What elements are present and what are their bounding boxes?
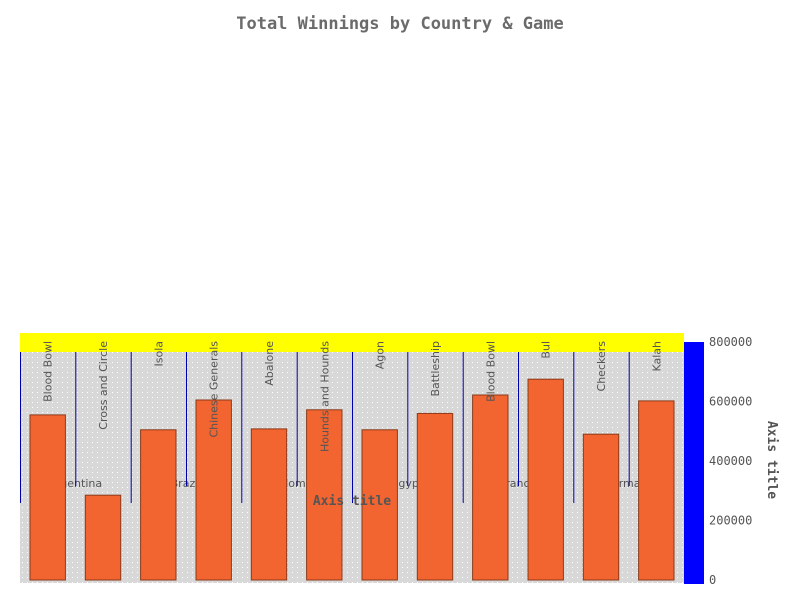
y-tick-label: 600000 bbox=[709, 395, 752, 409]
x-category-label: Checkers bbox=[595, 341, 608, 392]
y-tick-label: 400000 bbox=[709, 454, 752, 468]
bar bbox=[195, 399, 232, 581]
x-category-label: Blood Bowl bbox=[42, 341, 55, 402]
bar bbox=[84, 494, 122, 581]
x-category-label: Agon bbox=[374, 341, 387, 369]
y-axis-title: Axis title bbox=[764, 421, 779, 499]
y-tick-label: 200000 bbox=[709, 514, 752, 528]
bar bbox=[638, 400, 675, 581]
x-category-label: Battleship bbox=[429, 341, 442, 396]
bar bbox=[29, 414, 66, 581]
x-category-label: Cross and Circle bbox=[97, 341, 110, 430]
x-axis-title: Axis title bbox=[313, 494, 391, 509]
x-category-label: Blood Bowl bbox=[484, 341, 497, 402]
x-category-label: Chinese Generals bbox=[208, 341, 221, 438]
bar bbox=[416, 412, 454, 581]
chart-title: Total Winnings by Country & Game bbox=[236, 14, 564, 34]
x-category-label: Abalone bbox=[263, 341, 276, 386]
y-tick-label: 800000 bbox=[709, 335, 752, 349]
bar bbox=[250, 428, 288, 581]
bar bbox=[361, 429, 398, 581]
bar bbox=[527, 378, 564, 581]
y-tick-label: 0 bbox=[709, 573, 716, 587]
bar bbox=[472, 394, 509, 581]
x-category-label: Hounds and Hounds bbox=[318, 341, 331, 452]
y-axis-bar bbox=[684, 342, 704, 584]
bar bbox=[306, 409, 343, 581]
bar bbox=[582, 433, 620, 581]
x-category-label: Bul bbox=[540, 341, 553, 359]
x-category-label: Isola bbox=[152, 341, 165, 367]
bar bbox=[140, 429, 177, 581]
x-category-label: Kalah bbox=[650, 341, 663, 372]
category-label-band bbox=[20, 333, 684, 352]
